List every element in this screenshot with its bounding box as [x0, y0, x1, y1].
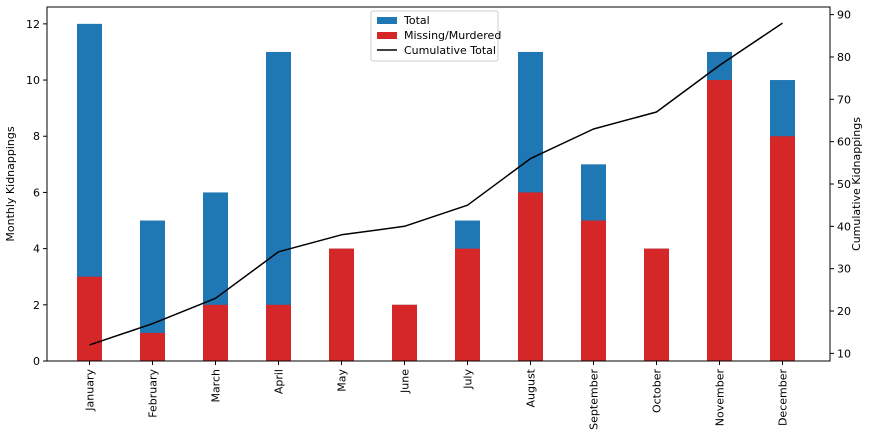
left-tick-label: 6 — [33, 186, 40, 199]
x-tick-label-january: January — [84, 369, 97, 412]
bar-missing-murdered-april — [266, 304, 291, 361]
x-tick-label-february: February — [147, 369, 160, 418]
bars-layer — [77, 23, 795, 362]
legend-swatch-missing-murdered — [377, 32, 397, 39]
bar-missing-murdered-january — [77, 276, 102, 361]
bar-missing-murdered-february — [140, 332, 165, 361]
x-tick-label-june: June — [399, 369, 412, 394]
right-tick-label: 40 — [837, 220, 851, 233]
x-tick-label-may: May — [336, 369, 349, 392]
left-y-axis-title: Monthly Kidnappings — [4, 126, 17, 241]
x-tick-label-november: November — [714, 369, 727, 427]
left-tick-label: 2 — [33, 299, 40, 312]
x-tick-label-december: December — [777, 369, 790, 427]
right-tick-label: 50 — [837, 178, 851, 191]
legend-label-cumulative-total: Cumulative Total — [404, 44, 496, 57]
x-tick-label-october: October — [651, 369, 664, 413]
legend: Total Missing/Murdered Cumulative Total — [370, 10, 501, 62]
x-tick-label-september: September — [588, 369, 601, 430]
x-tick-label-april: April — [273, 369, 286, 394]
left-tick-label: 10 — [26, 74, 40, 87]
right-tick-label: 10 — [837, 347, 851, 360]
legend-box — [370, 10, 499, 62]
bar-missing-murdered-november — [707, 80, 732, 362]
bar-missing-murdered-october — [644, 248, 669, 361]
x-tick-label-march: March — [210, 369, 223, 403]
left-tick-label: 12 — [26, 18, 40, 31]
right-tick-label: 90 — [837, 9, 851, 22]
legend-swatch-total — [377, 17, 397, 24]
bar-missing-murdered-june — [392, 304, 417, 361]
bar-missing-murdered-september — [581, 220, 606, 361]
bar-missing-murdered-july — [455, 248, 480, 361]
right-tick-label: 20 — [837, 305, 851, 318]
right-tick-label: 70 — [837, 93, 851, 106]
cumulative-line-layer — [89, 22, 783, 346]
right-y-axis: 10 20 30 40 50 60 70 80 90 — [830, 9, 851, 360]
right-tick-label: 60 — [837, 136, 851, 149]
bar-missing-murdered-december — [770, 136, 795, 361]
right-y-axis-title: Cumulative Kidnappings — [850, 117, 863, 251]
left-tick-label: 0 — [33, 355, 40, 368]
x-tick-label-july: July — [462, 369, 475, 390]
right-tick-label: 30 — [837, 263, 851, 276]
left-tick-label: 4 — [33, 243, 40, 256]
bar-missing-murdered-may — [329, 248, 354, 361]
x-tick-label-august: August — [525, 368, 538, 407]
legend-label-total: Total — [403, 14, 430, 27]
cumulative-total-line — [89, 22, 783, 346]
bar-missing-murdered-august — [518, 192, 543, 361]
right-tick-label: 80 — [837, 51, 851, 64]
bar-missing-murdered-march — [203, 304, 228, 361]
legend-label-missing-murdered: Missing/Murdered — [404, 29, 501, 42]
left-tick-label: 8 — [33, 130, 40, 143]
x-axis: January February March April May June July Augu… — [84, 361, 790, 430]
left-y-axis: 0 2 4 6 8 10 12 — [26, 18, 47, 368]
